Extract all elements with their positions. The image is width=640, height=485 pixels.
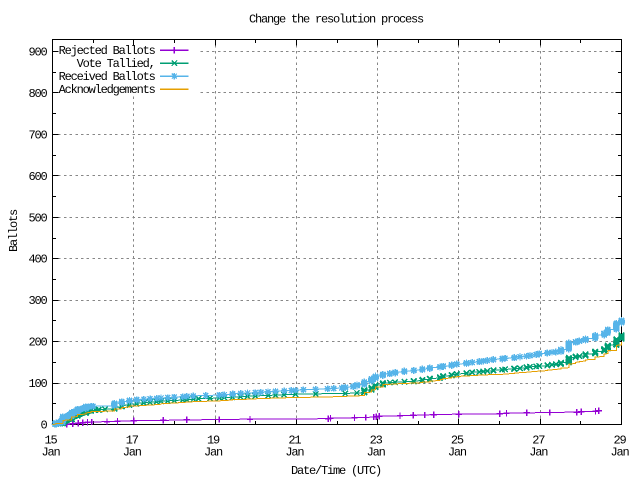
svg-text:200: 200 xyxy=(28,336,47,350)
svg-text:900: 900 xyxy=(28,46,47,60)
svg-text:Jan: Jan xyxy=(529,446,548,460)
svg-text:29: 29 xyxy=(613,434,626,448)
svg-text:25: 25 xyxy=(451,434,464,448)
svg-text:300: 300 xyxy=(28,294,47,308)
svg-text:17: 17 xyxy=(126,434,139,448)
svg-text:Acknowledgements: Acknowledgements xyxy=(59,83,156,97)
svg-text:800: 800 xyxy=(28,87,47,101)
svg-text:Change the resolution process: Change the resolution process xyxy=(249,13,424,27)
svg-text:Ballots: Ballots xyxy=(7,209,21,252)
svg-text:Date/Time (UTC): Date/Time (UTC) xyxy=(291,464,381,478)
svg-text:600: 600 xyxy=(28,170,47,184)
svg-text:400: 400 xyxy=(28,253,47,267)
svg-text:700: 700 xyxy=(28,128,47,142)
svg-text:19: 19 xyxy=(207,434,220,448)
svg-text:100: 100 xyxy=(28,377,47,391)
svg-text:Jan: Jan xyxy=(610,446,629,460)
svg-text:Vote Tallied,: Vote Tallied, xyxy=(77,57,155,71)
svg-text:500: 500 xyxy=(28,211,47,225)
svg-text:23: 23 xyxy=(370,434,383,448)
svg-text:21: 21 xyxy=(288,434,301,448)
svg-text:Jan: Jan xyxy=(204,446,223,460)
svg-text:15: 15 xyxy=(44,434,57,448)
svg-text:Jan: Jan xyxy=(448,446,467,460)
svg-text:Jan: Jan xyxy=(41,446,60,460)
svg-text:Jan: Jan xyxy=(123,446,142,460)
svg-text:27: 27 xyxy=(532,434,545,448)
svg-text:Jan: Jan xyxy=(367,446,386,460)
svg-text:Received Ballots: Received Ballots xyxy=(59,70,156,84)
svg-text:0: 0 xyxy=(40,419,47,433)
svg-text:Jan: Jan xyxy=(285,446,304,460)
svg-text:Rejected Ballots: Rejected Ballots xyxy=(59,44,156,58)
